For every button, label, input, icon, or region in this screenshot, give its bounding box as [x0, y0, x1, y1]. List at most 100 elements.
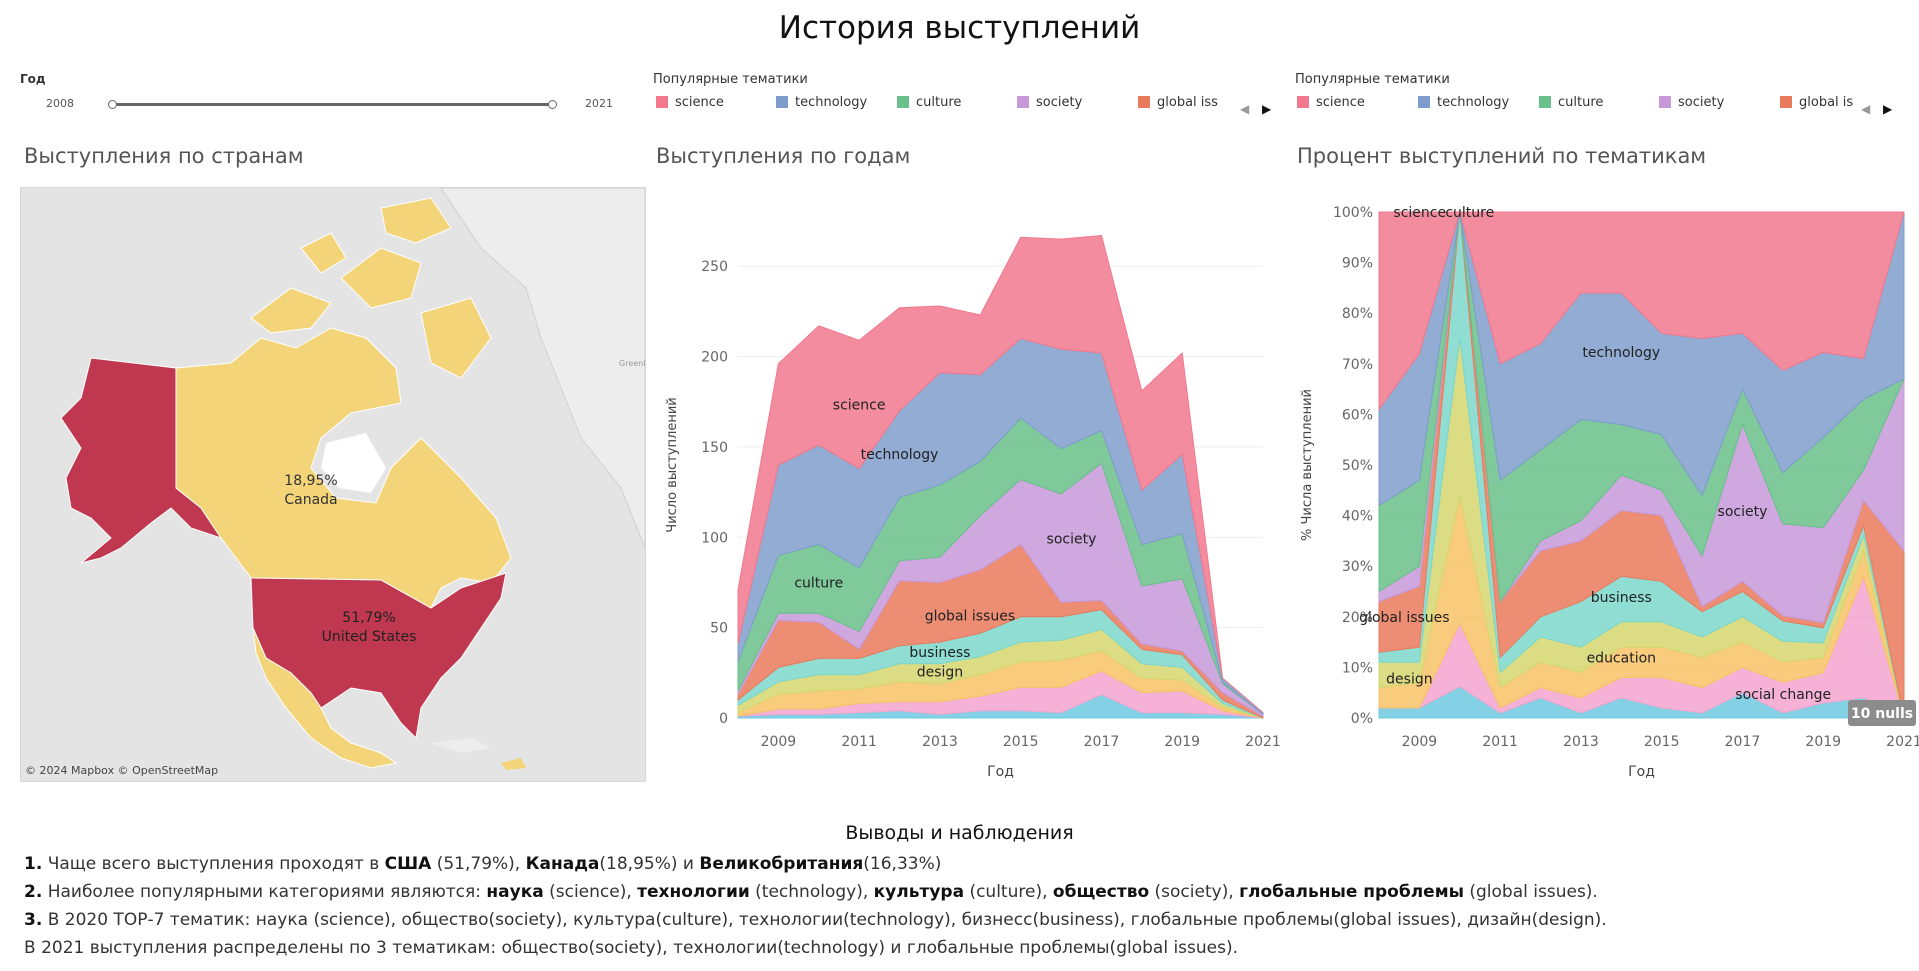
legend-swatch — [1539, 96, 1551, 108]
area-label-business: business — [1591, 590, 1652, 606]
year-filter-label: Год — [20, 72, 46, 86]
legend-next-arrow-icon[interactable]: ▶ — [1262, 102, 1272, 116]
x-axis-title: Год — [1628, 764, 1655, 780]
null-badge[interactable] — [1848, 700, 1916, 726]
year-slider-track[interactable] — [112, 103, 554, 106]
y-tick-label: 80% — [1342, 306, 1373, 322]
legend-item-label: society — [1678, 94, 1725, 110]
legend-item[interactable]: society — [1659, 95, 1780, 110]
baffin-island-shape — [420, 297, 492, 379]
x-tick-label: 2015 — [1644, 734, 1680, 750]
chart-pct-svg[interactable]: 0% 10% 20% 30% 40% 50% 60% 70% 80% 90% 100% 2009 201… — [1297, 187, 1919, 787]
area-science[interactable] — [737, 234, 1264, 713]
legend-next-arrow-icon[interactable]: ▶ — [1883, 102, 1893, 116]
area-label-global-issues: global issues — [925, 608, 1015, 624]
x-tick-label: 2011 — [841, 734, 877, 750]
legend-item[interactable]: global iss — [1138, 95, 1233, 110]
legend-item-label: culture — [1558, 94, 1604, 110]
area-label-education: education — [1587, 650, 1656, 666]
x-tick-label: 2021 — [1886, 734, 1919, 750]
legend-item-label: science — [675, 94, 724, 110]
x-tick-label: 2009 — [761, 734, 797, 750]
legend-swatch — [656, 96, 668, 108]
y-tick-label: 250 — [701, 259, 728, 275]
area-science[interactable] — [1378, 210, 1905, 411]
legend-item[interactable]: science — [656, 95, 776, 110]
canada-pct-label: 18,95% — [284, 473, 337, 489]
legend-prev-arrow-icon[interactable]: ◀ — [1861, 102, 1871, 116]
legend-item[interactable]: science — [1297, 95, 1418, 110]
y-tick-label: 50% — [1342, 458, 1373, 474]
hudson-bay — [321, 433, 386, 493]
x-tick-label: 2009 — [1402, 734, 1438, 750]
legend-swatch — [776, 96, 788, 108]
legend-item-label: technology — [1437, 94, 1510, 110]
x-tick-label: 2017 — [1084, 734, 1120, 750]
x-tick-label: 2019 — [1805, 734, 1841, 750]
y-tick-label: 30% — [1342, 559, 1373, 575]
area-label-design: design — [1386, 672, 1432, 688]
note-line-1: 1. Чаще всего выступления проходят в США… — [24, 854, 942, 874]
year-filter-min: 2008 — [46, 97, 74, 110]
caribbean-island — [501, 758, 526, 770]
y-axis-title: % Числа выступлений — [1300, 389, 1315, 541]
legend-item[interactable]: culture — [897, 95, 1017, 110]
legend-swatch — [897, 96, 909, 108]
x-tick-label: 2017 — [1725, 734, 1761, 750]
legend-swatch — [1780, 96, 1792, 108]
area-label-design: design — [917, 665, 963, 681]
mexico-shape[interactable] — [252, 627, 398, 769]
legend-item-label: global is — [1799, 94, 1854, 110]
usa-shape[interactable] — [250, 572, 507, 740]
legend-swatch — [1138, 96, 1150, 108]
greenland-label: Greenl — [619, 359, 645, 368]
arctic-island-3 — [380, 197, 452, 244]
caribbean-shape — [431, 738, 491, 753]
topics-legend-label-2: Популярные тематики — [1295, 72, 1450, 87]
chart-count-svg[interactable]: 0 50 100 150 200 250 2009 2011 2013 2015 2017 2019 2… — [656, 187, 1290, 787]
legend-swatch — [1297, 96, 1309, 108]
country-map[interactable]: 18,95% Canada 51,79% United States Green… — [20, 187, 646, 782]
year-slider-max-handle[interactable] — [548, 100, 557, 109]
area-label-culture: culture — [1445, 205, 1494, 221]
area-label-science: science — [833, 397, 886, 413]
legend-item-label: culture — [916, 94, 962, 110]
x-tick-label: 2015 — [1003, 734, 1039, 750]
year-slider-min-handle[interactable] — [108, 100, 117, 109]
legend-swatch — [1017, 96, 1029, 108]
y-tick-label: 70% — [1342, 357, 1373, 373]
y-tick-label: 10% — [1342, 660, 1373, 676]
legend-item[interactable]: global is — [1780, 95, 1857, 110]
arctic-island-2 — [340, 247, 422, 309]
y-tick-label: 150 — [701, 440, 728, 456]
notes-title: Выводы и наблюдения — [845, 822, 1074, 844]
x-tick-label: 2013 — [922, 734, 958, 750]
legend-item[interactable]: technology — [1418, 95, 1539, 110]
legend-item-label: society — [1036, 94, 1083, 110]
legend-item-label: global iss — [1157, 94, 1218, 110]
legend-item[interactable]: technology — [776, 95, 897, 110]
legend-item-label: science — [1316, 94, 1365, 110]
legend-item[interactable]: society — [1017, 95, 1138, 110]
arctic-island-4 — [300, 232, 347, 274]
y-tick-label: 100% — [1333, 205, 1373, 221]
topics-legend-left: science technology culture society globa… — [656, 94, 1241, 110]
y-tick-label: 0% — [1351, 711, 1373, 727]
canada-name-label: Canada — [284, 492, 337, 508]
map-title: Выступления по странам — [24, 144, 304, 168]
usa-name-label: United States — [322, 629, 417, 645]
map-canvas: 18,95% Canada 51,79% United States Green… — [25, 188, 645, 777]
dashboard-title: История выступлений — [778, 10, 1141, 46]
x-tick-label: 2021 — [1245, 734, 1281, 750]
topics-legend-right: science technology culture society globa… — [1297, 94, 1857, 110]
area-label-culture: culture — [794, 575, 843, 591]
legend-prev-arrow-icon[interactable]: ◀ — [1240, 102, 1250, 116]
greenland-shape — [440, 188, 645, 549]
null-badge-label: 10 nulls — [1851, 706, 1913, 722]
chart-count-title: Выступления по годам — [656, 144, 911, 168]
y-tick-label: 200 — [701, 350, 728, 366]
legend-item[interactable]: culture — [1539, 95, 1659, 110]
area-label-business: business — [909, 645, 970, 661]
legend-item-label: technology — [795, 94, 868, 110]
map-attribution: © 2024 Mapbox © OpenStreetMap — [25, 764, 218, 777]
